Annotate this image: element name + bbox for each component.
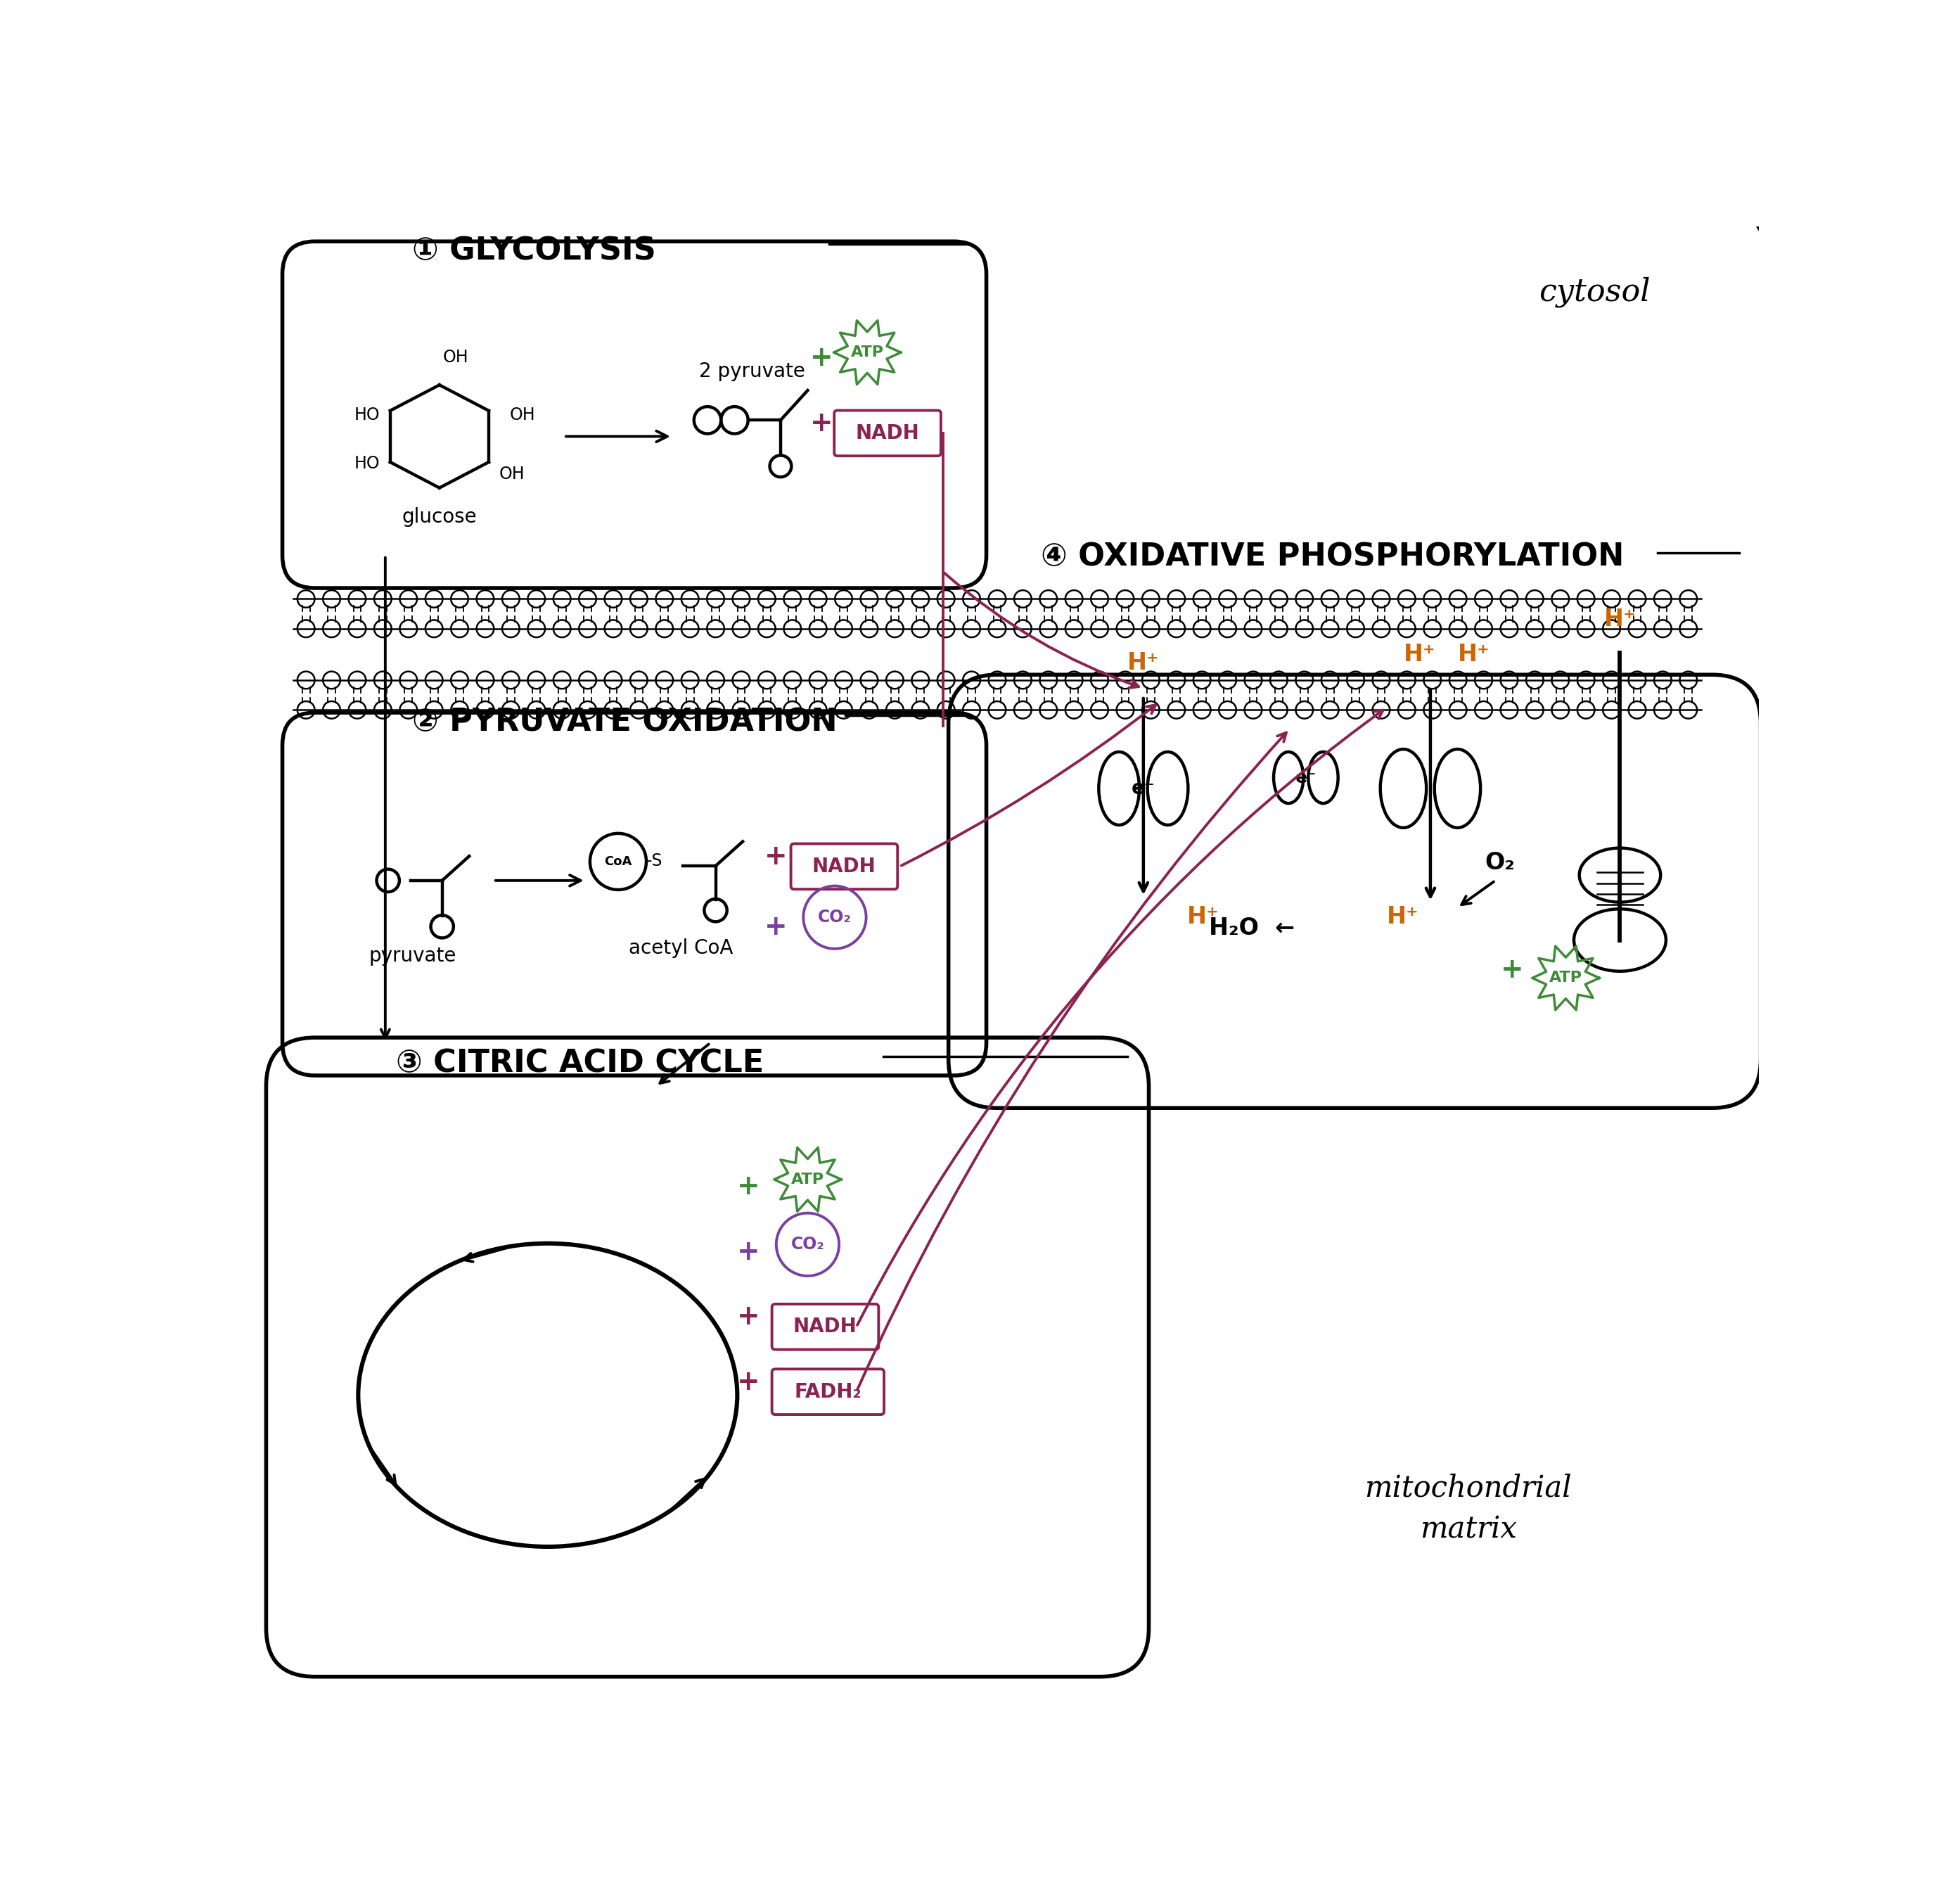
Text: ATP: ATP: [792, 1172, 825, 1187]
Text: OH: OH: [510, 406, 535, 423]
Text: e⁻: e⁻: [1296, 769, 1317, 786]
Text: CO₂: CO₂: [817, 909, 851, 926]
Text: OH: OH: [500, 465, 525, 482]
Text: NADH: NADH: [794, 1317, 857, 1336]
Text: H⁺: H⁺: [1403, 643, 1435, 665]
Text: H⁺: H⁺: [1186, 905, 1219, 928]
Text: e⁻: e⁻: [1131, 779, 1154, 798]
Text: ATP: ATP: [851, 346, 884, 359]
Text: O₂: O₂: [1484, 850, 1515, 875]
Text: H⁺: H⁺: [1458, 643, 1490, 665]
Text: glucose: glucose: [402, 507, 476, 527]
Text: HO: HO: [355, 455, 380, 472]
Text: OH: OH: [443, 350, 468, 367]
Text: ④ OXIDATIVE PHOSPHORYLATION: ④ OXIDATIVE PHOSPHORYLATION: [1041, 542, 1623, 573]
Text: +: +: [764, 843, 788, 869]
Text: HO: HO: [355, 406, 380, 423]
Text: H⁺: H⁺: [1603, 609, 1637, 631]
Text: NADH: NADH: [855, 423, 919, 442]
Text: ② PYRUVATE OXIDATION: ② PYRUVATE OXIDATION: [412, 707, 837, 737]
Text: acetyl CoA: acetyl CoA: [629, 937, 733, 958]
Text: +: +: [1501, 956, 1523, 983]
Text: 2 pyruvate: 2 pyruvate: [700, 361, 806, 382]
Text: FADH₂: FADH₂: [794, 1382, 860, 1402]
Text: NADH: NADH: [811, 856, 876, 877]
Text: +: +: [809, 344, 833, 372]
Text: +: +: [737, 1174, 760, 1200]
Text: pyruvate: pyruvate: [368, 947, 457, 966]
Text: ATP: ATP: [1548, 971, 1582, 985]
Text: H₂O  ←: H₂O ←: [1209, 917, 1296, 939]
Text: +: +: [737, 1238, 760, 1264]
Text: cytosol: cytosol: [1539, 278, 1650, 308]
Text: CoA: CoA: [604, 856, 631, 868]
Text: +: +: [809, 410, 833, 437]
Text: CO₂: CO₂: [792, 1236, 825, 1253]
Text: +: +: [737, 1304, 760, 1331]
Text: H⁺: H⁺: [1388, 905, 1419, 928]
Text: ① GLYCOLYSIS: ① GLYCOLYSIS: [412, 236, 657, 266]
Text: ③ CITRIC ACID CYCLE: ③ CITRIC ACID CYCLE: [396, 1047, 764, 1077]
Text: +: +: [737, 1368, 760, 1395]
Text: H⁺: H⁺: [1127, 650, 1160, 675]
Text: -S: -S: [647, 852, 662, 869]
Text: mitochondrial
matrix: mitochondrial matrix: [1364, 1474, 1572, 1544]
Text: +: +: [764, 913, 788, 941]
